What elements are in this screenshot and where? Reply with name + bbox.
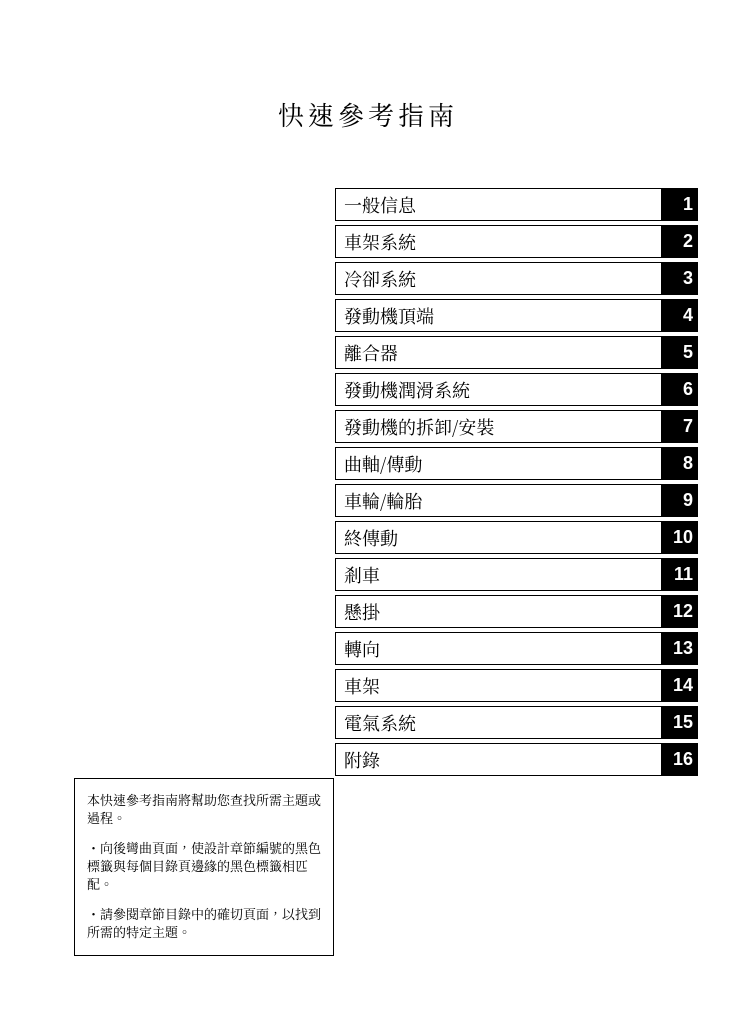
toc-tab: 14 bbox=[662, 669, 698, 702]
toc-row: 發動機的拆卸/安裝 7 bbox=[335, 410, 698, 443]
toc-tab: 6 bbox=[662, 373, 698, 406]
toc-tab: 9 bbox=[662, 484, 698, 517]
toc-label: 轉向 bbox=[335, 632, 662, 665]
instruction-box: 本快速參考指南將幫助您查找所需主題或過程。 ・向後彎曲頁面，使設計章節編號的黑色… bbox=[74, 778, 334, 956]
toc-row: 曲軸/傳動 8 bbox=[335, 447, 698, 480]
toc-tab: 1 bbox=[662, 188, 698, 221]
toc-tab: 8 bbox=[662, 447, 698, 480]
toc-label: 懸掛 bbox=[335, 595, 662, 628]
toc-row: 冷卻系統 3 bbox=[335, 262, 698, 295]
toc-label: 剎車 bbox=[335, 558, 662, 591]
toc-row: 懸掛 12 bbox=[335, 595, 698, 628]
toc-row: 發動機潤滑系統 6 bbox=[335, 373, 698, 406]
toc-label: 離合器 bbox=[335, 336, 662, 369]
page-title: 快速參考指南 bbox=[0, 96, 736, 133]
toc-label: 終傳動 bbox=[335, 521, 662, 554]
instruction-text: ・向後彎曲頁面，使設計章節編號的黑色標籤與每個目錄頁邊緣的黑色標籤相匹配。 bbox=[87, 839, 321, 893]
toc-row: 離合器 5 bbox=[335, 336, 698, 369]
table-of-contents: 一般信息 1 車架系統 2 冷卻系統 3 發動機頂端 4 離合器 5 發動機潤滑… bbox=[335, 188, 698, 780]
toc-tab: 15 bbox=[662, 706, 698, 739]
instruction-text: 本快速參考指南將幫助您查找所需主題或過程。 bbox=[87, 791, 321, 827]
toc-tab: 11 bbox=[662, 558, 698, 591]
toc-row: 發動機頂端 4 bbox=[335, 299, 698, 332]
toc-tab: 16 bbox=[662, 743, 698, 776]
toc-label: 電氣系統 bbox=[335, 706, 662, 739]
toc-label: 車輪/輪胎 bbox=[335, 484, 662, 517]
toc-label: 發動機的拆卸/安裝 bbox=[335, 410, 662, 443]
toc-label: 曲軸/傳動 bbox=[335, 447, 662, 480]
toc-row: 剎車 11 bbox=[335, 558, 698, 591]
toc-tab: 2 bbox=[662, 225, 698, 258]
toc-tab: 13 bbox=[662, 632, 698, 665]
instruction-text: ・請參閱章節目錄中的確切頁面，以找到所需的特定主題。 bbox=[87, 905, 321, 941]
toc-row: 車輪/輪胎 9 bbox=[335, 484, 698, 517]
toc-row: 車架 14 bbox=[335, 669, 698, 702]
toc-label: 冷卻系統 bbox=[335, 262, 662, 295]
toc-row: 電氣系統 15 bbox=[335, 706, 698, 739]
toc-row: 終傳動 10 bbox=[335, 521, 698, 554]
toc-tab: 3 bbox=[662, 262, 698, 295]
toc-label: 車架系統 bbox=[335, 225, 662, 258]
toc-row: 轉向 13 bbox=[335, 632, 698, 665]
toc-tab: 4 bbox=[662, 299, 698, 332]
toc-row: 一般信息 1 bbox=[335, 188, 698, 221]
toc-label: 一般信息 bbox=[335, 188, 662, 221]
toc-tab: 5 bbox=[662, 336, 698, 369]
toc-tab: 7 bbox=[662, 410, 698, 443]
toc-label: 車架 bbox=[335, 669, 662, 702]
toc-row: 附錄 16 bbox=[335, 743, 698, 776]
toc-tab: 12 bbox=[662, 595, 698, 628]
toc-label: 發動機潤滑系統 bbox=[335, 373, 662, 406]
toc-label: 發動機頂端 bbox=[335, 299, 662, 332]
toc-row: 車架系統 2 bbox=[335, 225, 698, 258]
toc-tab: 10 bbox=[662, 521, 698, 554]
toc-label: 附錄 bbox=[335, 743, 662, 776]
